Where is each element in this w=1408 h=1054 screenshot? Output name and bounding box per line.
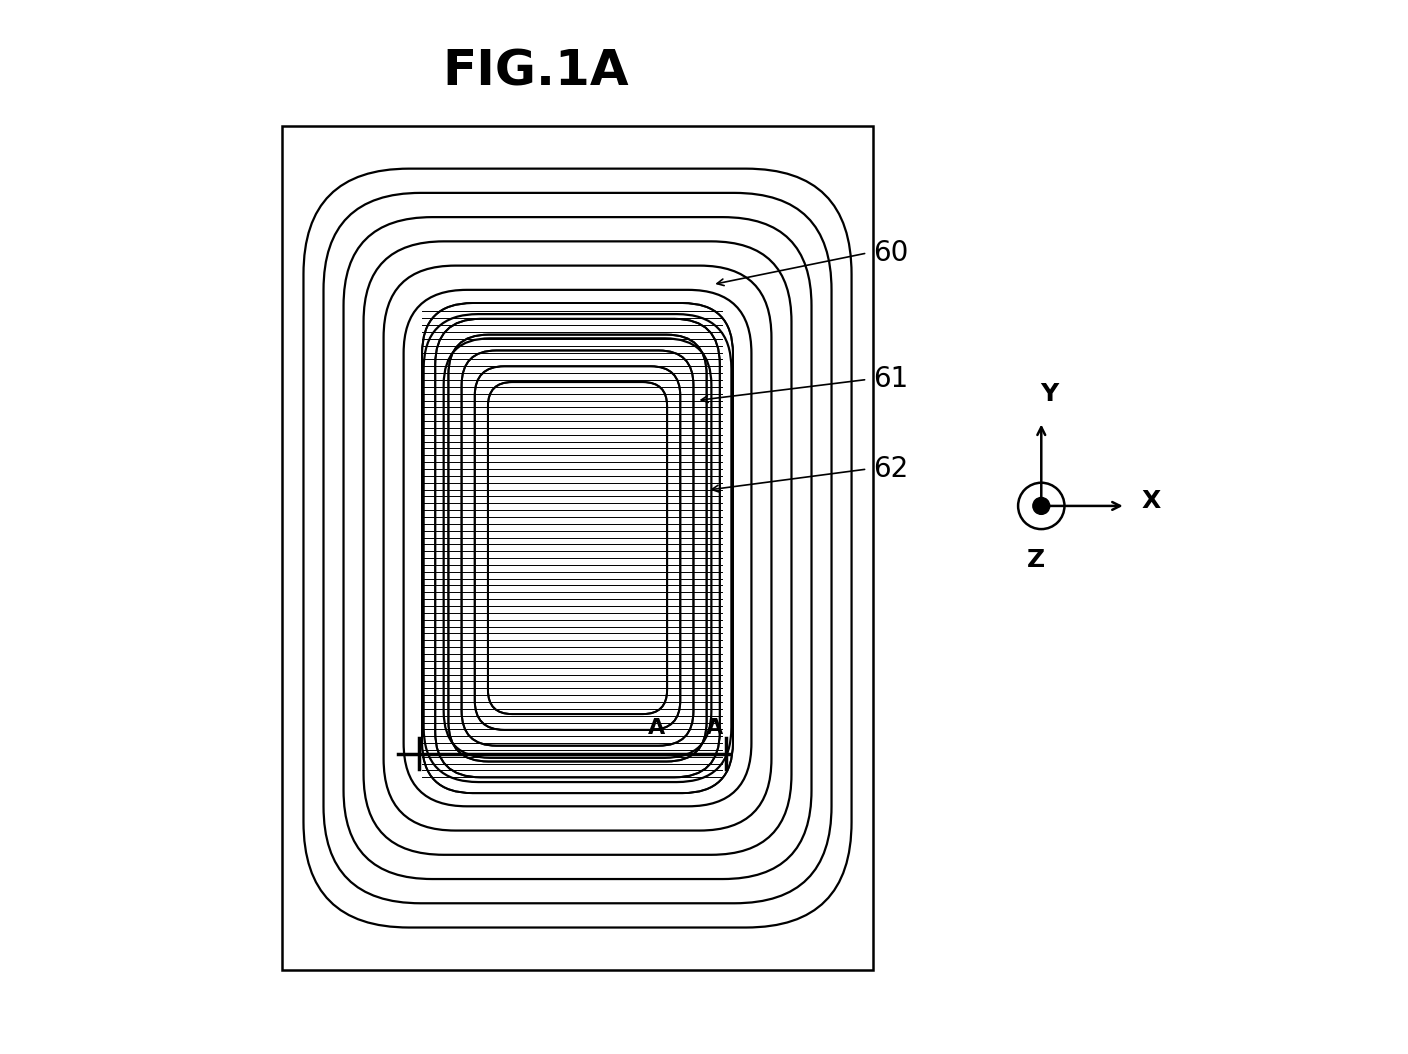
- Text: Y: Y: [1041, 382, 1059, 406]
- Text: A: A: [648, 718, 665, 738]
- Bar: [283, 126, 873, 970]
- FancyBboxPatch shape: [422, 304, 734, 793]
- Text: A: A: [705, 718, 724, 738]
- Text: 61: 61: [873, 366, 908, 393]
- Text: 62: 62: [873, 455, 908, 483]
- Text: FIG.1A: FIG.1A: [442, 47, 629, 96]
- Circle shape: [1033, 497, 1050, 514]
- Text: 60: 60: [873, 239, 908, 267]
- Text: X: X: [1142, 489, 1160, 512]
- Text: Z: Z: [1026, 548, 1045, 572]
